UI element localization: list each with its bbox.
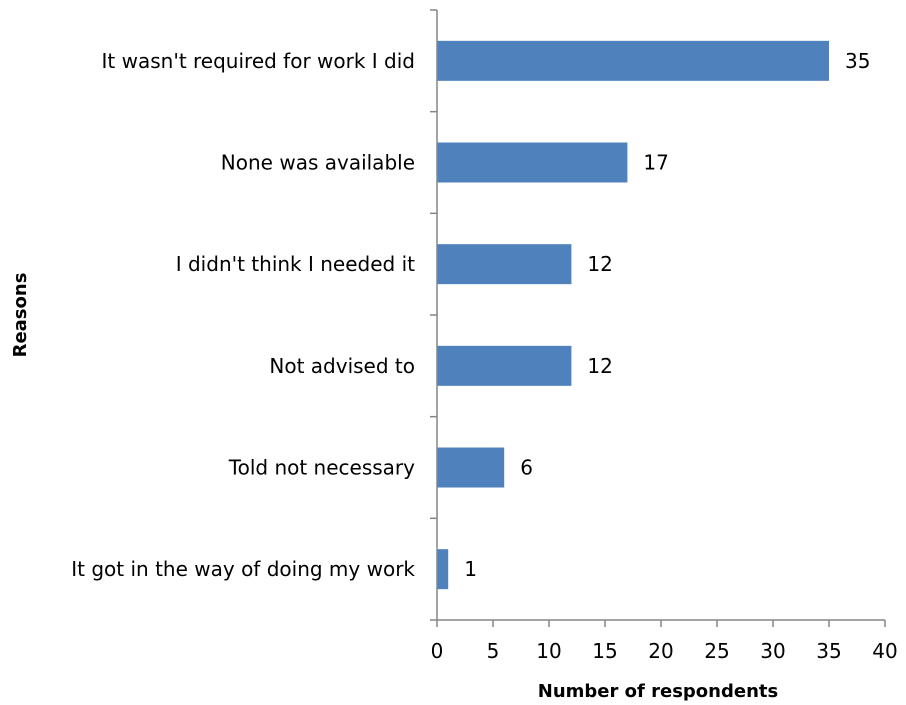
x-tick-label: 35 bbox=[816, 639, 841, 663]
category-label: It wasn't required for work I did bbox=[102, 49, 415, 73]
bar bbox=[437, 142, 628, 183]
bar bbox=[437, 244, 572, 285]
category-label: Told not necessary bbox=[228, 456, 415, 480]
x-tick-label: 20 bbox=[648, 639, 673, 663]
data-label: 1 bbox=[464, 557, 477, 581]
x-tick-label: 15 bbox=[592, 639, 617, 663]
x-tick-label: 10 bbox=[536, 639, 561, 663]
data-label: 17 bbox=[643, 151, 668, 175]
x-tick-label: 0 bbox=[431, 639, 444, 663]
x-axis: 0 5 10 15 20 25 30 35 40 bbox=[431, 619, 898, 663]
bar bbox=[437, 447, 505, 488]
category-label: None was available bbox=[221, 151, 415, 175]
bars-group bbox=[437, 40, 829, 590]
y-axis bbox=[430, 9, 438, 621]
x-axis-title: Number of respondents bbox=[538, 681, 778, 702]
y-axis-title: Reasons bbox=[10, 273, 31, 358]
data-label: 6 bbox=[520, 456, 533, 480]
category-label: It got in the way of doing my work bbox=[71, 557, 415, 581]
category-labels: It wasn't required for work I did None wa… bbox=[71, 49, 415, 581]
data-labels: 35 17 12 12 6 1 bbox=[464, 49, 870, 581]
x-tick-label: 5 bbox=[487, 639, 500, 663]
bar bbox=[437, 345, 572, 386]
category-label: I didn't think I needed it bbox=[176, 252, 415, 276]
x-tick-label: 40 bbox=[872, 639, 897, 663]
data-label: 12 bbox=[587, 354, 612, 378]
bar bbox=[437, 549, 449, 590]
x-tick-label: 25 bbox=[704, 639, 729, 663]
data-label: 35 bbox=[845, 49, 870, 73]
x-tick-label: 30 bbox=[760, 639, 785, 663]
category-label: Not advised to bbox=[269, 354, 415, 378]
data-label: 12 bbox=[587, 252, 612, 276]
bar bbox=[437, 40, 829, 81]
